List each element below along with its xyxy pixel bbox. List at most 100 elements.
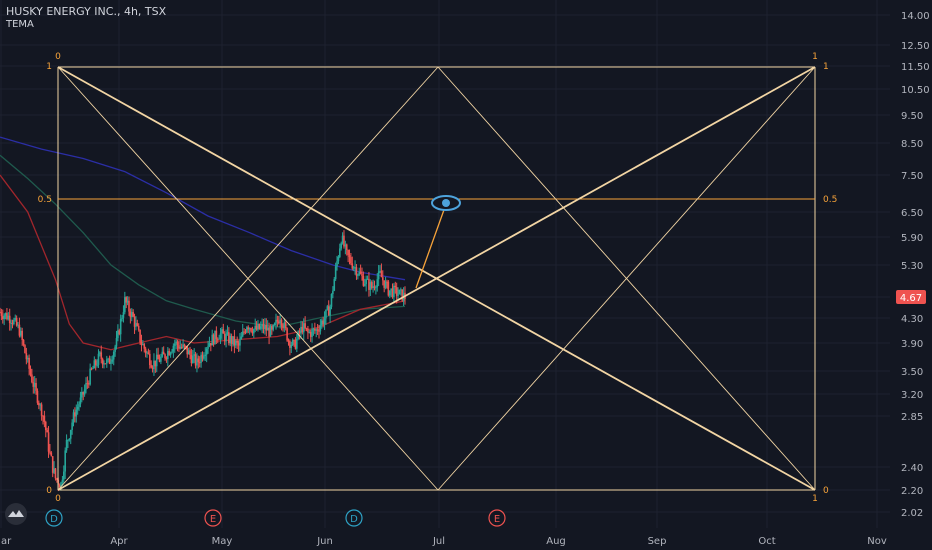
candle: [101, 358, 104, 365]
candle: [28, 357, 30, 369]
candle: [257, 323, 259, 330]
time-tick-label: ar: [1, 536, 12, 547]
candle: [64, 450, 66, 472]
candle: [358, 271, 361, 275]
price-axis[interactable]: 14.00 12.50 11.50 10.50 9.50 8.50 7.50 6.50 5.90…: [896, 11, 930, 519]
candle: [35, 383, 37, 391]
candle: [271, 326, 273, 330]
candle: [384, 281, 387, 288]
last-price-label: 4.67: [900, 293, 922, 304]
candle: [82, 391, 85, 395]
candle: [388, 290, 391, 296]
candle: [140, 342, 143, 345]
time-tick-label: Nov: [867, 536, 887, 547]
candle: [401, 289, 404, 301]
candle: [79, 397, 82, 405]
candle: [387, 281, 390, 296]
candle: [397, 294, 399, 296]
candle: [320, 320, 323, 326]
time-tick-label: Aug: [546, 536, 566, 547]
candle: [337, 256, 340, 262]
candle: [75, 409, 78, 417]
candle: [182, 344, 184, 348]
price-tick-label: 3.20: [901, 390, 923, 401]
candle: [13, 319, 15, 325]
candle: [186, 346, 189, 355]
tema-line-blue: [0, 136, 406, 281]
candle: [194, 354, 197, 366]
candle: [14, 317, 17, 320]
candle: [153, 360, 155, 370]
time-axis[interactable]: ar Apr May Jun Jul Aug Sep Oct Nov: [1, 536, 887, 547]
candle: [117, 330, 119, 339]
candle: [268, 327, 270, 337]
gann-fan-line: [437, 66, 816, 491]
candle: [187, 350, 190, 355]
candle: [230, 335, 233, 345]
price-tick-label: 12.50: [901, 41, 930, 52]
eye-icon[interactable]: [415, 195, 461, 289]
candle: [233, 336, 236, 346]
candle: [287, 340, 290, 342]
candle: [240, 336, 243, 340]
candle: [189, 350, 191, 356]
candle: [53, 468, 55, 473]
candle: [114, 346, 116, 352]
candle: [298, 331, 301, 334]
earnings-marker-label: E: [210, 514, 216, 525]
candle: [347, 249, 349, 256]
candle: [322, 320, 324, 325]
candle: [241, 331, 244, 337]
candle: [17, 324, 19, 326]
candle: [164, 354, 166, 359]
candle: [87, 383, 90, 385]
candle: [221, 329, 223, 334]
price-tick-label: 5.30: [901, 261, 923, 272]
candle: [49, 451, 51, 453]
candle: [10, 322, 12, 324]
gann-label: 0.5: [823, 195, 837, 205]
candle: [25, 353, 28, 360]
candle: [325, 309, 327, 319]
candle: [323, 318, 326, 325]
candle: [255, 325, 258, 330]
candle: [272, 324, 275, 330]
candle: [191, 355, 194, 364]
candle: [29, 368, 32, 375]
candle: [60, 482, 62, 488]
candle: [32, 382, 35, 387]
candle: [36, 390, 39, 403]
candle: [228, 332, 230, 344]
candle: [215, 330, 218, 340]
candle: [277, 321, 280, 324]
candle: [368, 278, 370, 290]
candle: [304, 323, 306, 328]
candle: [330, 294, 333, 307]
price-tick-label: 2.20: [901, 486, 923, 497]
candle: [21, 330, 23, 340]
candle: [158, 359, 161, 362]
candle: [308, 331, 311, 333]
earnings-marker-label: E: [494, 514, 500, 525]
candle: [122, 312, 125, 318]
candle: [339, 248, 341, 257]
candle: [180, 346, 183, 348]
candle: [309, 331, 312, 337]
candle: [103, 363, 105, 365]
candle: [150, 365, 152, 368]
candle: [276, 319, 279, 322]
candle: [283, 322, 286, 329]
candle: [4, 313, 7, 316]
candle: [400, 289, 402, 291]
candle: [327, 306, 330, 316]
dividend-marker-label: D: [350, 514, 358, 525]
tradingview-logo-icon[interactable]: [4, 503, 28, 525]
candle: [214, 330, 216, 345]
candle: [394, 285, 397, 288]
candle: [15, 317, 18, 326]
gann-label: 1: [812, 494, 818, 504]
